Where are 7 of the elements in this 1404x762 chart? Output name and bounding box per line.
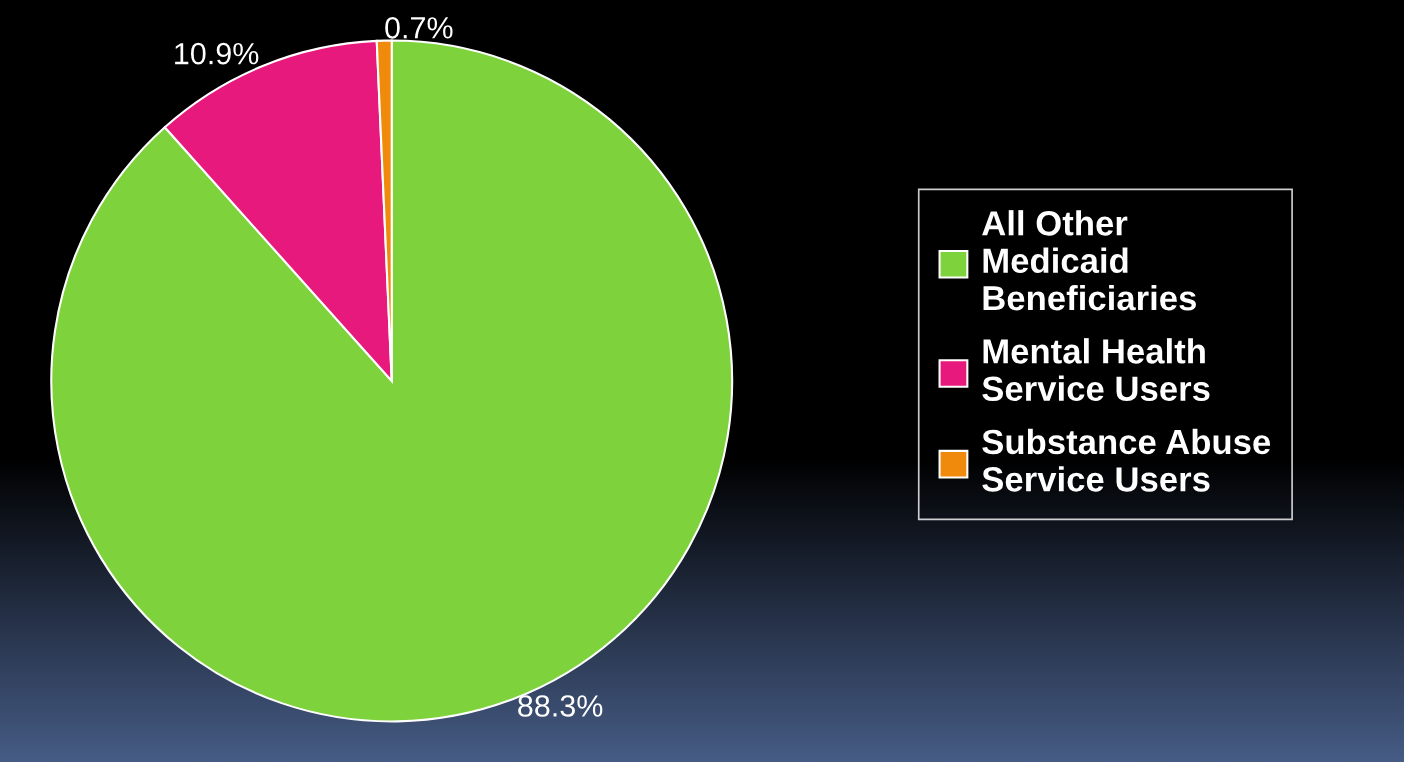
pie-slice	[50, 39, 734, 723]
data-label: 0.7%	[385, 17, 453, 39]
data-label: 88.3%	[518, 695, 603, 717]
legend-label: Mental Health Service Users	[982, 338, 1210, 402]
legend-label: All Other Medicaid Beneficiaries	[982, 210, 1196, 311]
data-label: 10.9%	[175, 42, 259, 65]
legend-label: Substance Abuse Service Users	[982, 428, 1271, 492]
